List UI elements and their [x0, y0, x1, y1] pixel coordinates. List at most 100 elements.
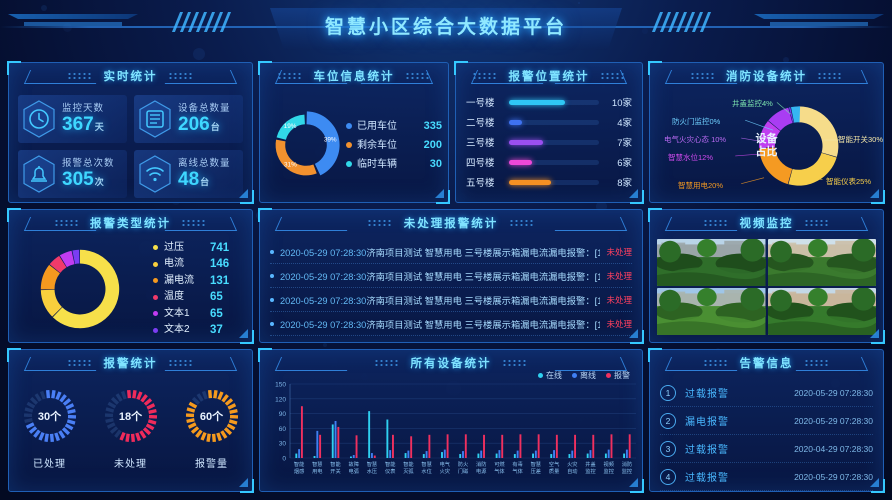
title-deco-left [472, 72, 498, 80]
stat-label: 设备总数量 [178, 100, 231, 114]
fire-slice-label: 智慧水位12% [668, 152, 713, 163]
alarm-type-legend-item[interactable]: 文本2 37 [153, 322, 244, 339]
title-deco-right [181, 219, 207, 227]
gauge-label: 报警量 [179, 455, 245, 470]
camera-feed-1[interactable] [657, 239, 766, 286]
legend-name: 临时车辆 [357, 155, 403, 174]
parking-legend-item[interactable]: 剩余车位 200 [346, 136, 442, 155]
bar-fill [509, 140, 543, 145]
svg-text:智能: 智能 [294, 460, 304, 468]
gauge-value: 60个 [200, 408, 223, 424]
bar-fill [509, 160, 532, 165]
svg-text:烟感: 烟感 [294, 467, 304, 475]
svg-text:150: 150 [275, 382, 286, 389]
fire-slice-label: 智能仪表25% [826, 176, 871, 187]
legend-value: 335 [408, 117, 442, 136]
alarm-time: 2020-05-29 07:28:30 [794, 416, 873, 426]
alarm-type-legend: 过压 741 电流 146 漏电流 131 温度 65 文本1 65 文本2 3… [153, 240, 244, 339]
unprocessed-alarm-row[interactable]: 2020-05-29 07:28:30济南项目测试 智慧用电 三号楼展示箱漏电流… [270, 288, 632, 312]
svg-text:用电: 用电 [312, 467, 322, 475]
stat-cell-1[interactable]: 设备总数量 206台 [134, 95, 243, 143]
alarm-gauge-0[interactable]: 30个 已处理 [17, 383, 83, 470]
fire-donut-wrap: 设备 占比 智能开关30% 智能仪表25% 智慧用电20% 智慧水位12% 电气火灾心态… [650, 90, 883, 202]
alarm-text: 2020-05-29 07:28:30济南项目测试 智慧用电 三号楼展示箱漏电流… [280, 245, 600, 259]
panel-corner-triangle [870, 189, 879, 198]
svg-text:故障: 故障 [349, 460, 359, 468]
panel-title-video: 视频监控 [650, 213, 883, 237]
building-count: 4家 [604, 115, 632, 129]
title-deco-left [367, 219, 393, 227]
title-deco-right [817, 72, 843, 80]
svg-text:仪表: 仪表 [385, 467, 396, 475]
svg-text:电源: 电源 [476, 467, 487, 475]
panel-title-unprocessed: 未处理报警统计 [260, 213, 642, 237]
alarm-type-legend-item[interactable]: 漏电流 131 [153, 273, 244, 290]
devices-chart-area: 0 30 60 90 120 150 智能 烟感 智慧 用电 智能 开关 故障 电弧 智慧 水压 智能 仪表 智能灭… [260, 378, 644, 490]
unprocessed-alarm-list: 2020-05-29 07:28:30济南项目测试 智慧用电 三号楼展示箱漏电流… [260, 237, 642, 336]
camera-feed-4[interactable] [768, 288, 877, 335]
alarm-status-badge: 未处理 [606, 318, 632, 330]
alarm-info-row[interactable]: 4 过载报警 2020-05-29 07:28:30 [660, 463, 873, 491]
title-deco-left [703, 359, 729, 367]
panel-fire-devices: 消防设备统计 设备 占比 智能开关30% 智能仪表25% 智慧用电20% 智慧水位12… [649, 62, 884, 203]
fire-donut-center-label: 设备 占比 [756, 133, 778, 159]
panel-corner-triangle [870, 329, 879, 338]
alarm-gauge-2[interactable]: 60个 报警量 [179, 383, 245, 470]
alarm-position-row[interactable]: 二号楼 4家 [466, 115, 632, 129]
parking-donut-chart: 39% 31% 19% [266, 93, 346, 197]
bar-fill [509, 180, 551, 185]
alarm-type-legend-item[interactable]: 温度 65 [153, 289, 244, 306]
alarm-position-row[interactable]: 三号楼 7家 [466, 135, 632, 149]
panel-title-alarm-type: 报警类型统计 [9, 213, 252, 237]
unprocessed-alarm-row[interactable]: 2020-05-29 07:28:30济南项目测试 智慧用电 三号楼展示箱漏电流… [270, 312, 632, 336]
title-deco-left [54, 219, 80, 227]
alarm-type-legend-item[interactable]: 过压 741 [153, 240, 244, 257]
alarm-info-row[interactable]: 1 过载报警 2020-05-29 07:28:30 [660, 379, 873, 407]
bar-track [509, 180, 599, 185]
title-deco-right [405, 72, 431, 80]
alarm-info-row[interactable]: 2 漏电报警 2020-05-29 07:28:30 [660, 407, 873, 435]
stat-label: 离线总数量 [178, 155, 231, 169]
svg-text:防火: 防火 [458, 460, 468, 468]
building-name: 一号楼 [466, 95, 504, 109]
camera-feed-3[interactable] [657, 288, 766, 335]
bar-track [509, 120, 599, 125]
panel-realtime-stats: 实时统计 监控天数 367天 设备总数量 206台 报警总次数 305次 [8, 62, 253, 203]
stat-cell-0[interactable]: 监控天数 367天 [18, 95, 127, 143]
stat-cell-2[interactable]: 报警总次数 305次 [18, 150, 127, 198]
camera-feed-2[interactable] [768, 239, 877, 286]
gauge-ring: 30个 [17, 383, 83, 449]
alarm-status-badge: 未处理 [606, 294, 632, 306]
panel-corner-triangle [629, 478, 638, 487]
app-header: 智慧小区综合大数据平台 [0, 0, 892, 58]
stat-cell-3[interactable]: 离线总数量 48台 [134, 150, 243, 198]
legend-value: 146 [210, 256, 244, 273]
alarm-position-row[interactable]: 四号楼 6家 [466, 155, 632, 169]
parking-legend-item[interactable]: 临时车辆 30 [346, 155, 442, 174]
unprocessed-alarm-row[interactable]: 2020-05-29 07:28:30济南项目测试 智慧用电 三号楼展示箱漏电流… [270, 264, 632, 288]
panel-corner-triangle [239, 478, 248, 487]
gauge-value: 18个 [119, 408, 142, 424]
title-deco-left [67, 72, 93, 80]
alarm-position-row[interactable]: 五号楼 8家 [466, 175, 632, 189]
gauge-ring: 18个 [98, 383, 164, 449]
header-right-ornament [754, 14, 884, 30]
building-name: 四号楼 [466, 155, 504, 169]
alarm-position-row[interactable]: 一号楼 10家 [466, 95, 632, 109]
legend-value: 131 [210, 273, 244, 290]
alarm-type-legend-item[interactable]: 文本1 65 [153, 306, 244, 323]
svg-text:智能: 智能 [385, 460, 395, 468]
title-deco-left [690, 72, 716, 80]
alarm-name: 过载报警 [685, 469, 794, 484]
svg-text:质量: 质量 [549, 467, 559, 475]
legend-value: 741 [210, 240, 244, 257]
svg-text:气体: 气体 [512, 467, 523, 475]
title-deco-right [509, 219, 535, 227]
alarm-info-row[interactable]: 3 过载报警 2020-04-29 07:28:30 [660, 435, 873, 463]
alarm-gauge-1[interactable]: 18个 未处理 [98, 383, 164, 470]
parking-legend-item[interactable]: 已用车位 335 [346, 117, 442, 136]
unprocessed-alarm-row[interactable]: 2020-05-29 07:28:30济南项目测试 智慧用电 三号楼展示箱漏电流… [270, 240, 632, 264]
panel-alarm-stats: 报警统计 30个 已处理 18个 未处理 60个 [8, 349, 253, 492]
alarm-type-legend-item[interactable]: 电流 146 [153, 256, 244, 273]
building-count: 8家 [604, 175, 632, 189]
